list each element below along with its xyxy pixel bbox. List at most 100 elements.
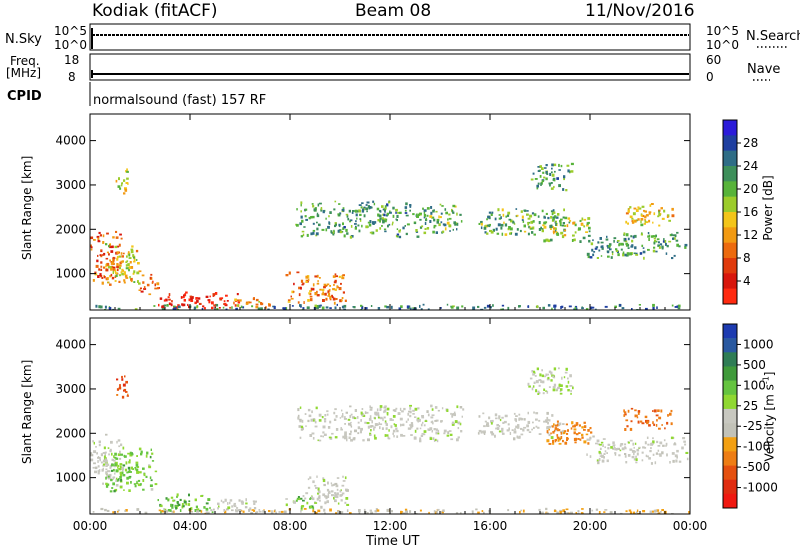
echo-cell — [333, 418, 337, 421]
echo-cell — [333, 208, 336, 211]
echo-cell — [553, 232, 555, 235]
echo-cell — [329, 436, 333, 440]
echo-cell — [640, 214, 644, 217]
echo-cell — [567, 429, 569, 432]
echo-cell — [135, 463, 139, 467]
echo-cell — [137, 479, 141, 482]
echo-cell — [456, 228, 458, 231]
echo-cell — [112, 476, 114, 480]
echo-cell — [574, 223, 577, 227]
echo-cell — [361, 224, 363, 228]
ytick-label: 2000 — [55, 426, 86, 440]
echo-cell — [173, 305, 176, 308]
echo-cell — [588, 239, 591, 243]
echo-cell — [383, 406, 387, 409]
echo-cell — [521, 418, 524, 421]
echo-cell — [123, 279, 126, 282]
echo-region — [625, 203, 675, 227]
echo-cell — [620, 512, 623, 514]
echo-cell — [628, 208, 630, 210]
echo-cell — [348, 436, 351, 439]
echo-cell — [358, 229, 361, 233]
echo-cell — [214, 305, 216, 309]
echo-cell — [332, 483, 335, 486]
echo-cell — [504, 414, 508, 418]
echo-cell — [105, 484, 109, 488]
echo-cell — [589, 455, 592, 458]
echo-cell — [231, 306, 233, 309]
echo-cell — [126, 481, 129, 485]
echo-cell — [307, 408, 311, 412]
echo-cell — [115, 179, 118, 183]
echo-cell — [533, 411, 535, 414]
echo-cell — [163, 508, 167, 512]
freq-panel-frame — [89, 53, 691, 81]
echo-cell — [578, 227, 581, 231]
echo-cell — [570, 390, 572, 393]
echo-cell — [661, 245, 664, 249]
echo-cell — [637, 206, 640, 209]
echo-cell — [533, 370, 535, 373]
echo-cell — [216, 307, 219, 310]
echo-cell — [559, 511, 562, 514]
echo-cell — [532, 385, 535, 388]
echo-cell — [385, 434, 389, 437]
echo-cell — [102, 234, 105, 238]
echo-cell — [183, 499, 186, 502]
echo-cell — [323, 508, 326, 512]
echo-cell — [656, 238, 660, 241]
echo-cell — [384, 434, 387, 437]
echo-cell — [666, 244, 669, 248]
echo-cell — [421, 225, 424, 228]
echo-cell — [143, 288, 147, 290]
echo-cell — [105, 471, 108, 475]
echo-cell — [169, 303, 172, 306]
echo-cell — [122, 474, 126, 477]
echo-cell — [295, 223, 297, 226]
echo-cell — [365, 204, 368, 206]
echo-cell — [550, 182, 553, 184]
echo-region — [92, 507, 690, 514]
echo-cell — [163, 299, 167, 302]
echo-cell — [528, 385, 531, 388]
echo-cell — [556, 233, 560, 236]
echo-cell — [344, 476, 347, 480]
echo-cell — [414, 407, 418, 411]
echo-cell — [392, 429, 396, 433]
echo-cell — [369, 206, 372, 209]
echo-cell — [94, 466, 98, 470]
echo-cell — [570, 170, 574, 173]
echo-cell — [372, 200, 375, 203]
echo-cell — [527, 411, 529, 415]
echo-cell — [622, 251, 625, 255]
nsky-tick-low: 10^0 — [54, 38, 87, 52]
echo-cell — [675, 459, 678, 463]
echo-cell — [123, 281, 126, 284]
echo-cell — [566, 224, 569, 228]
echo-cell — [560, 431, 562, 435]
echo-cell — [314, 425, 318, 428]
colorbar-tick-label: 25 — [743, 399, 758, 413]
echo-cell — [329, 307, 332, 309]
echo-cell — [382, 220, 385, 224]
echo-cell — [631, 217, 634, 220]
echo-cell — [676, 231, 679, 234]
echo-cell — [205, 295, 209, 298]
echo-cell — [423, 231, 427, 235]
echo-cell — [138, 289, 141, 291]
echo-cell — [510, 231, 513, 234]
echo-cell — [587, 221, 590, 224]
echo-cell — [623, 237, 627, 241]
echo-cell — [419, 212, 422, 215]
echo-cell — [379, 210, 382, 213]
echo-cell — [560, 436, 563, 440]
echo-cell — [507, 423, 510, 426]
echo-cell — [352, 416, 355, 419]
echo-cell — [341, 409, 343, 412]
echo-cell — [652, 440, 655, 444]
echo-cell — [224, 510, 227, 514]
echo-cell — [410, 434, 413, 436]
echo-cell — [590, 242, 594, 246]
echo-cell — [629, 448, 633, 451]
echo-cell — [561, 224, 564, 227]
